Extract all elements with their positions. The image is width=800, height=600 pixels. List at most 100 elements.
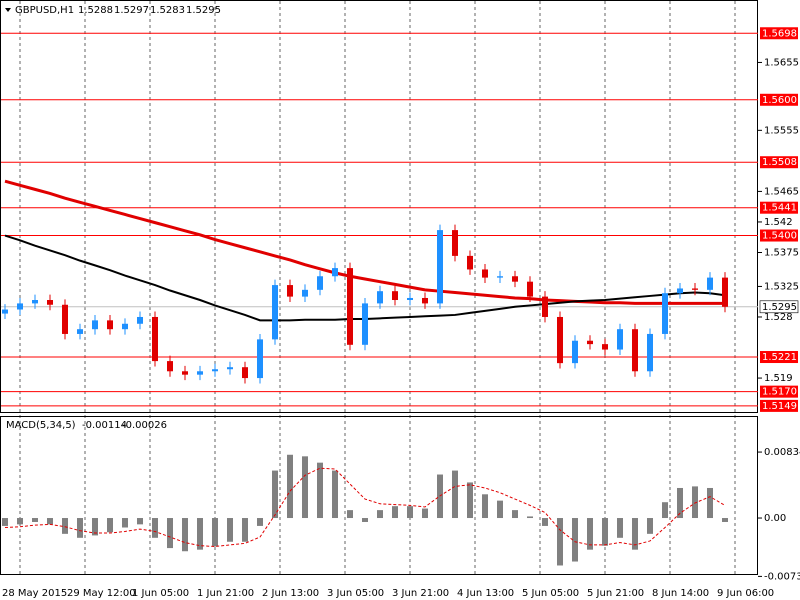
candle-body [497, 276, 503, 278]
candle-body [557, 316, 563, 364]
macd-panel [0, 416, 758, 575]
y-tick-label: 1.5555 [764, 125, 799, 136]
macd-bar [662, 502, 668, 519]
candle-body [407, 297, 413, 301]
macd-bar [407, 506, 413, 519]
x-tick-label: 3 Jun 21:00 [392, 588, 449, 599]
macd-bar [647, 518, 653, 534]
y-tick-label: 1.5655 [764, 57, 799, 68]
x-tick-label: 4 Jun 13:00 [457, 588, 514, 599]
price-panel [0, 0, 758, 413]
y-tick-label: 1.519 [764, 373, 793, 384]
candle-body [527, 281, 533, 297]
candle-body [647, 333, 653, 372]
candle-body [137, 316, 143, 324]
current-price-box [759, 300, 799, 314]
candle-body [197, 371, 203, 375]
x-tick-label: 9 Jun 06:00 [717, 588, 774, 599]
macd-bar [587, 518, 593, 550]
candle-body [602, 344, 608, 350]
macd-bar [602, 518, 608, 546]
macd-bar [347, 510, 353, 519]
macd-bar [467, 482, 473, 519]
level-label: 1.5400 [762, 231, 797, 242]
candle-body [422, 297, 428, 304]
y-tick-label: 1.542 [764, 217, 793, 228]
macd-bar [122, 518, 128, 528]
x-tick-label: 29 May 12:00 [67, 588, 136, 599]
macd-bar [272, 470, 278, 519]
header-value: 1.5283 [150, 5, 185, 16]
level-label-box [760, 351, 798, 364]
macd-bar [287, 454, 293, 519]
candle-body [542, 296, 548, 317]
macd-signal [4, 467, 726, 548]
level-label: 1.5441 [762, 203, 797, 214]
candle-body [152, 316, 158, 362]
menu-arrow[interactable] [5, 8, 11, 12]
candle-body [62, 304, 68, 334]
candle-body [2, 309, 8, 314]
macd-bar [512, 510, 518, 519]
macd-bar [617, 518, 623, 538]
macd-bar [152, 518, 158, 538]
candle-body [302, 289, 308, 297]
candle-body [482, 269, 488, 278]
candle-body [632, 329, 638, 372]
macd-bar [527, 516, 533, 519]
candle-body [467, 255, 473, 270]
symbol: GBPUSD,H1 [15, 5, 74, 16]
macd-bar [302, 456, 308, 519]
macd-bar [377, 510, 383, 519]
macd-bar [182, 518, 188, 552]
candle-body [182, 371, 188, 375]
candle-body [677, 288, 683, 294]
candle-body [617, 329, 623, 350]
level-label: 1.5698 [762, 28, 797, 39]
macd-bar [92, 518, 98, 536]
candle-body [662, 293, 668, 334]
candle-body [572, 340, 578, 364]
candle-body [32, 300, 38, 304]
macd-bar [62, 518, 68, 534]
candle-body [437, 230, 443, 304]
candle-body [377, 291, 383, 304]
candle-body [272, 285, 278, 340]
candle-body [47, 300, 53, 305]
macd-bar [47, 518, 53, 525]
candle-body [122, 323, 128, 330]
macd-bar [242, 518, 248, 542]
candle-body [92, 320, 98, 330]
header-value: 1.5295 [186, 5, 221, 16]
candle-body [167, 361, 173, 372]
candle-body [107, 320, 113, 330]
x-tick-label: 5 Jun 05:00 [522, 588, 579, 599]
y-tick-label: 1.528 [764, 312, 793, 323]
level-label-box [760, 385, 798, 398]
candle-body [77, 329, 83, 334]
current-price-label: 1.5295 [762, 302, 797, 313]
macd-bar [632, 518, 638, 550]
candle-body [227, 367, 233, 370]
macd-value: -0.00114 [82, 420, 127, 431]
macd-bar [17, 518, 23, 525]
level-label: 1.5170 [762, 387, 797, 398]
candle-body [587, 340, 593, 345]
candle-body [692, 288, 698, 290]
macd-bar [227, 518, 233, 542]
x-tick-label: 8 Jun 14:00 [652, 588, 709, 599]
candle-body [392, 291, 398, 301]
macd-value: -0.00026 [122, 420, 167, 431]
macd-bar [707, 487, 713, 519]
candle-body [257, 339, 263, 379]
y-tick-label: 1.5465 [764, 186, 799, 197]
level-label-box [760, 399, 798, 412]
header-value: 1.5288 [78, 5, 113, 16]
x-tick-label: 1 Jun 21:00 [197, 588, 254, 599]
macd-bar [77, 518, 83, 538]
moving-average [4, 179, 725, 305]
candle-body [512, 276, 518, 282]
macd-bar [257, 518, 263, 526]
